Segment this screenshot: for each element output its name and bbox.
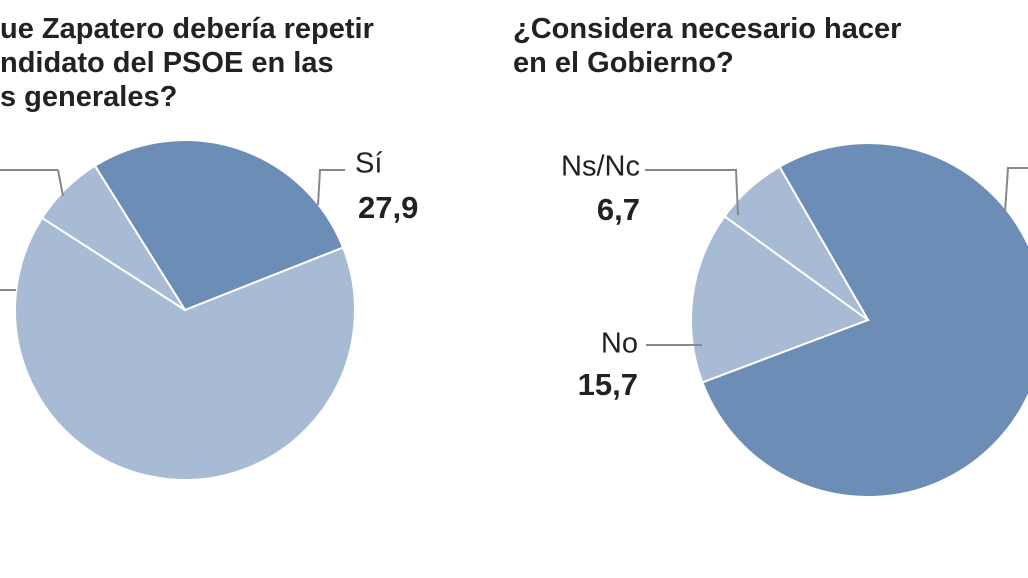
- chart-title: ue Zapatero debería repetir: [0, 13, 374, 45]
- slice-label: Ns/Nc: [561, 151, 640, 183]
- slice-label: No: [601, 328, 638, 360]
- pie-slice: [723, 165, 869, 321]
- leader-line: [57, 169, 64, 197]
- slice-label: Sí: [355, 148, 382, 180]
- leader-line: [645, 169, 739, 216]
- chart-title: ndidato del PSOE en las: [0, 47, 334, 79]
- leader-line: [1004, 167, 1028, 213]
- value-label: 27,9: [358, 190, 418, 225]
- pie-slice: [690, 214, 871, 384]
- pie-slice: [701, 142, 1028, 498]
- pie-slice: [40, 164, 186, 311]
- chart-title: ¿Considera necesario hacer: [513, 13, 901, 45]
- pie-slice: [14, 216, 356, 481]
- value-label: 6,7: [597, 192, 640, 227]
- pie-slice: [93, 139, 345, 312]
- leader-line: [317, 169, 345, 206]
- value-label: 15,7: [578, 367, 638, 402]
- chart-title: s generales?: [0, 81, 177, 113]
- chart-title: en el Gobierno?: [513, 47, 734, 79]
